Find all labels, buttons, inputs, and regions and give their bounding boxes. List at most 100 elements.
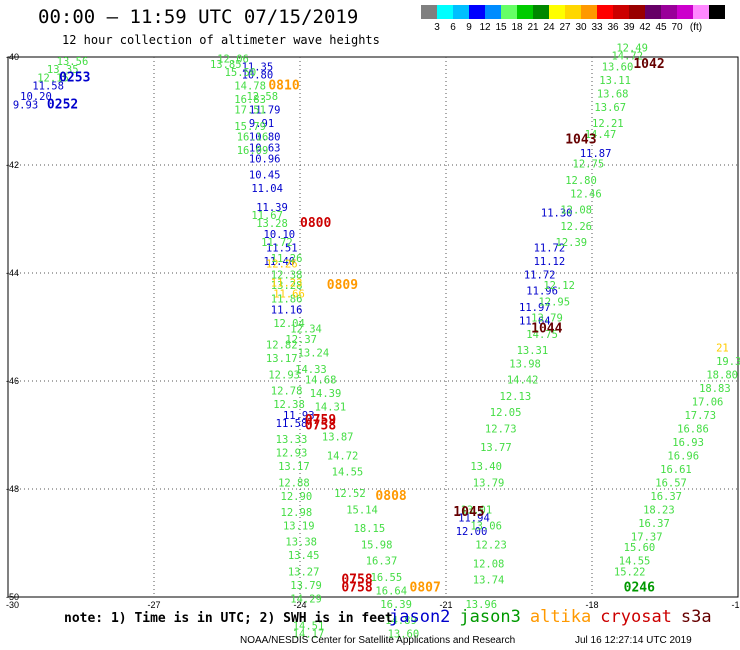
wave-height-label-jason2: 11.64 xyxy=(519,315,551,327)
pass-time-label: 0800 xyxy=(300,216,331,231)
wave-height-label-jason2: 12.00 xyxy=(456,526,488,538)
wave-height-label-jason3: 13.11 xyxy=(599,75,631,87)
wave-height-label-jason3: 13.28 xyxy=(256,218,288,230)
satellite-altika-label: altika xyxy=(529,607,592,627)
satellite-jason3-label: jason3 xyxy=(459,607,521,627)
wave-height-label-jason3: 18.83 xyxy=(699,383,731,395)
x-tick-label: -27 xyxy=(147,600,160,610)
wave-height-label-jason3: 12.82 xyxy=(266,340,298,352)
wave-height-label-jason3: 14.33 xyxy=(295,364,327,376)
wave-height-label-jason3: 14.29 xyxy=(290,593,322,605)
legend-swatch xyxy=(645,5,661,19)
wave-height-label-jason2: 10.96 xyxy=(249,153,281,165)
wave-height-label-jason3: 16.37 xyxy=(366,556,398,568)
plot-frame xyxy=(7,56,739,598)
wave-height-label-jason3: 15.79 xyxy=(234,121,266,133)
wave-height-label-jason3: 14.72 xyxy=(327,450,359,462)
legend-swatch xyxy=(421,5,437,19)
legend-swatch xyxy=(453,5,469,19)
wave-height-label-jason3: 12.75 xyxy=(573,159,605,171)
pass-time-label: 0809 xyxy=(327,278,358,293)
pass-time-label: 0253 xyxy=(59,70,90,85)
wave-height-label-jason3: 12.39 xyxy=(556,237,588,249)
wave-height-label-jason2: 11.72 xyxy=(524,269,556,281)
pass-time-label: 0758 xyxy=(305,419,336,434)
wave-height-label-jason3: 16.37 xyxy=(638,518,670,530)
chart-title: 00:00 — 11:59 UTC 07/15/2019 xyxy=(38,6,359,28)
wave-height-label-jason3: 12.12 xyxy=(543,280,575,292)
wave-height-label-jason3: 14.75 xyxy=(526,329,558,341)
wave-height-label-jason3: 12.90 xyxy=(281,491,313,503)
wave-height-label-jason3: 12.21 xyxy=(592,118,624,130)
x-tick-label: -18 xyxy=(585,600,598,610)
legend-tick-label: 70 xyxy=(671,22,683,33)
wave-height-label-jason3: 13.79 xyxy=(531,313,563,325)
wave-height-label-jason3: 14.72 xyxy=(611,51,643,63)
wave-height-label-jason3: 13.56 xyxy=(57,56,89,68)
wave-height-label-jason2: 11.79 xyxy=(249,105,281,117)
wave-height-label-jason3: 12.46 xyxy=(570,188,602,200)
wave-height-label-jason3: 18.23 xyxy=(643,504,675,516)
note-text: note: 1) Time is in UTC; 2) SWH is in fe… xyxy=(64,611,393,626)
wave-height-label-jason3: 12.78 xyxy=(271,386,303,398)
legend-tick-label: 45 xyxy=(655,22,667,33)
wave-height-label-jason3: 15.98 xyxy=(361,539,393,551)
legend-tick-label: 30 xyxy=(575,22,587,33)
wave-height-label-jason3: 11.26 xyxy=(271,253,303,265)
wave-height-label-jason2: 11.40 xyxy=(264,256,296,268)
wave-height-label-jason2: 11.72 xyxy=(534,242,566,254)
wave-height-label-jason3: 12.38 xyxy=(273,399,305,411)
legend-tick-label: 36 xyxy=(607,22,619,33)
wave-height-label-jason3: 12.37 xyxy=(285,334,317,346)
satellite-cryosat-label: cryosat xyxy=(600,607,672,627)
wave-height-label-jason2: 10.10 xyxy=(264,229,296,241)
wave-height-label-jason3: 19.3 xyxy=(716,356,740,368)
wave-height-label-jason3: 16.37 xyxy=(650,491,682,503)
wave-height-label-jason3: 18.80 xyxy=(706,369,738,381)
y-tick-label: -46 xyxy=(6,376,19,386)
wave-height-label-jason2: 10.63 xyxy=(249,143,281,155)
wave-height-label-altika: 21 xyxy=(716,342,729,354)
wave-height-label-jason3: 13.96 xyxy=(465,599,497,611)
wave-height-label-jason3: 13.79 xyxy=(290,580,322,592)
wave-height-label-jason3: 14.89 xyxy=(385,615,417,627)
legend-swatch xyxy=(709,5,725,19)
wave-height-label-jason3: 13.35 xyxy=(47,64,79,76)
legend-swatch xyxy=(469,5,485,19)
wave-height-label-jason3: 13.38 xyxy=(285,537,317,549)
wave-height-label-jason3: 17.06 xyxy=(692,396,724,408)
legend-swatch xyxy=(517,5,533,19)
wave-height-label-jason3: 12.93 xyxy=(268,369,300,381)
wave-height-label-jason3: 11.86 xyxy=(271,294,303,306)
wave-height-label-jason2: 11.39 xyxy=(256,202,288,214)
footer-credit: NOAA/NESDIS Center for Satellite Applica… xyxy=(240,635,516,646)
wave-height-label-jason2: 11.58 xyxy=(276,418,308,430)
legend-swatch xyxy=(501,5,517,19)
pass-time-label: 0759 xyxy=(305,413,336,428)
chart-subtitle: 12 hour collection of altimeter wave hei… xyxy=(62,33,380,47)
wave-height-label-jason3: 13.77 xyxy=(480,442,512,454)
wave-height-label-jason2: 10.80 xyxy=(249,132,281,144)
wave-height-label-altika: 12.26 xyxy=(266,259,298,271)
wave-height-label-jason3: 12.23 xyxy=(475,539,507,551)
legend-tick-label: 12 xyxy=(479,22,491,33)
pass-time-label: 1044 xyxy=(531,321,562,336)
wave-height-label-jason3: 14.47 xyxy=(585,129,617,141)
wave-height-label-jason3: 13.17 xyxy=(266,353,298,365)
pass-time-label: 0246 xyxy=(624,581,655,596)
satellite-s3a-label: s3a xyxy=(680,607,712,627)
wave-height-label-jason3: 12.08 xyxy=(560,205,592,217)
wave-height-label-jason3: 17.37 xyxy=(631,531,663,543)
wave-height-label-jason3: 15.50 xyxy=(225,67,257,79)
legend-swatch xyxy=(437,5,453,19)
wave-height-label-jason2: 9.93 xyxy=(13,99,38,111)
legend-tick-label: 9 xyxy=(466,22,472,33)
wave-height-label-jason3: 16.96 xyxy=(667,450,699,462)
wave-height-label-jason2: 11.97 xyxy=(519,302,551,314)
x-tick-label: -24 xyxy=(293,600,306,610)
wave-height-label-jason3: 12.26 xyxy=(560,221,592,233)
pass-time-label: 1042 xyxy=(633,57,664,72)
wave-height-label-jason3: 16.83 xyxy=(234,94,266,106)
legend-unit: (ft) xyxy=(689,22,703,33)
